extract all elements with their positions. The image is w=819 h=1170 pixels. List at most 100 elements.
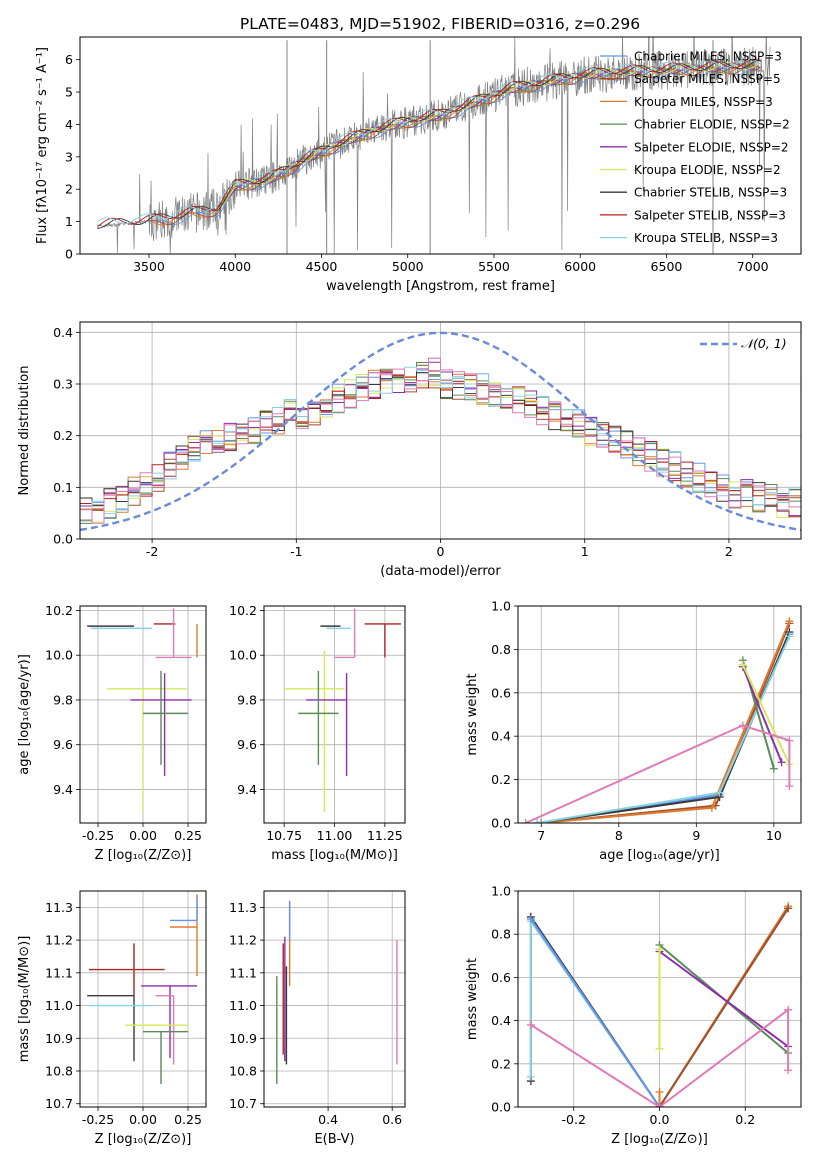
y-tick-label: 10.2 <box>229 603 257 618</box>
plot-area <box>87 608 198 812</box>
y-tick-label: 3 <box>65 149 73 164</box>
y-tick-label: 10.0 <box>229 648 257 663</box>
y-tick-label: 9.8 <box>53 692 73 707</box>
x-tick-label: -1 <box>290 544 302 559</box>
y-axis-label: Flux [fλ10⁻¹⁷ erg cm⁻² s⁻¹ A⁻¹] <box>35 47 50 244</box>
panel-age_vs_mass: 10.75 11.00 11.25 9.4 9.6 9.8 10.0 10.2 mass [lo… <box>229 603 406 863</box>
weight-marker-chabrier_elodie <box>769 764 778 773</box>
model-spectrum-kroupa_elodie <box>217 62 761 210</box>
y-axis-label: mass weight <box>465 673 480 755</box>
y-tick-label: 0.4 <box>53 325 73 340</box>
y-tick-label: 1.0 <box>491 884 511 899</box>
weight-line-kroupa_stelib <box>537 635 791 823</box>
x-tick-label: 4500 <box>306 259 338 274</box>
axes-frame <box>79 605 207 824</box>
weight-marker-kroupa_miles <box>655 1087 664 1096</box>
y-tick-label: 0.2 <box>491 1056 511 1071</box>
weight-marker-pink <box>785 736 794 745</box>
y-tick-label: 10.9 <box>45 1031 73 1046</box>
weight-marker-kroupa_stelib <box>715 788 724 797</box>
weight-line-kroupa_elodie <box>741 664 791 765</box>
axes-frame <box>79 890 207 1108</box>
y-tick-label: 5 <box>65 85 73 100</box>
model-spectrum-salpeter_elodie <box>217 62 761 207</box>
panels: 3500 4000 4500 5000 5500 6000 6500 7000 0 1 2 3 4 5 6 w… <box>17 36 802 1147</box>
y-tick-label: 2 <box>65 182 73 197</box>
y-tick-label: 0.6 <box>491 970 511 985</box>
y-axis-label: age [log₁₀(age/yr)] <box>17 654 32 775</box>
model-spectrum-chabrier_miles <box>148 65 761 225</box>
x-tick-label: 11.25 <box>367 828 403 843</box>
plot-area <box>80 331 801 532</box>
y-tick-label: 10.7 <box>45 1096 73 1111</box>
panel-mass_vs_EBV: 0.4 0.6 10.7 10.8 10.9 11.0 11.1 11.2 11.3 E(B-V) <box>229 890 406 1147</box>
y-tick-label: 10.9 <box>229 1031 257 1046</box>
weight-marker-pink <box>521 819 530 823</box>
plot-area <box>96 37 771 254</box>
plot-area <box>276 900 398 1085</box>
weight-marker-kroupa_elodie <box>738 660 747 669</box>
x-tick-label: 9 <box>692 828 700 843</box>
x-axis-label: Z [log₁₀(Z/Z⊙)] <box>95 848 192 863</box>
y-tick-label: 0.2 <box>491 772 511 787</box>
y-tick-label: 0.0 <box>53 532 73 547</box>
axes-frame <box>263 890 406 1108</box>
weight-marker-pink <box>655 1103 664 1107</box>
y-tick-label: 9.6 <box>53 737 73 752</box>
plot-area <box>284 608 401 812</box>
y-tick-label: 11.1 <box>229 965 257 980</box>
y-tick-label: 0.2 <box>53 428 73 443</box>
model-spectrum-kroupa_stelib <box>96 58 762 225</box>
axes-frame <box>79 321 802 540</box>
legend-label-kroupa_stelib: Kroupa STELIB, NSSP=3 <box>634 231 778 245</box>
x-tick-label: 2 <box>725 544 733 559</box>
y-tick-label: 0.4 <box>491 1013 511 1028</box>
weight-marker-kroupa_miles <box>537 819 546 823</box>
plot-area <box>87 894 198 1085</box>
x-tick-label: 5500 <box>478 259 510 274</box>
weight-marker-pink <box>526 1020 535 1029</box>
y-tick-label: 10.8 <box>45 1064 73 1079</box>
model-spectrum-chabrier_stelib <box>97 59 762 229</box>
legend-label-kroupa_miles: Kroupa MILES, NSSP=3 <box>634 95 773 109</box>
y-tick-label: 10.8 <box>229 1064 257 1079</box>
x-tick-label: 7000 <box>737 259 769 274</box>
y-tick-label: 11.0 <box>229 998 257 1013</box>
y-tick-label: 11.0 <box>45 998 73 1013</box>
panel-residuals: -2 -1 0 1 2 0.0 0.1 0.2 0.3 0.4 (data-model)/error… <box>17 321 802 579</box>
y-tick-label: 11.2 <box>45 933 73 948</box>
x-tick-label: 6000 <box>564 259 596 274</box>
x-tick-label: 0.4 <box>318 1112 338 1127</box>
weight-marker-kroupa_stelib <box>533 819 542 823</box>
y-tick-label: 1.0 <box>491 599 511 614</box>
x-tick-label: -2 <box>146 544 158 559</box>
y-tick-label: 0.6 <box>491 685 511 700</box>
y-tick-label: 10.2 <box>45 603 73 618</box>
x-axis-label: (data-model)/error <box>380 564 501 579</box>
legend-label-chabrier_miles: Chabrier MILES, NSSP=3 <box>634 50 782 64</box>
x-tick-label: 5000 <box>392 259 424 274</box>
x-axis-label: E(B-V) <box>314 1132 354 1147</box>
y-tick-label: 9.4 <box>53 782 73 797</box>
weight-marker-pink <box>738 721 747 730</box>
y-axis-label: Normed distribution <box>17 366 32 496</box>
y-axis-label: mass weight <box>465 958 480 1040</box>
weight-line-salpeter_miles <box>658 907 789 1107</box>
weight-marker-kroupa_elodie <box>655 1044 664 1053</box>
legend-label-kroupa_elodie: Kroupa ELODIE, NSSP=2 <box>634 163 781 177</box>
panel-mass_vs_Z: -0.25 0.00 0.25 10.7 10.8 10.9 11.0 11.1 11.2 11.… <box>17 890 207 1147</box>
x-tick-label: 0.00 <box>129 828 157 843</box>
x-tick-label: 0.6 <box>382 1112 402 1127</box>
y-tick-label: 0.4 <box>491 729 511 744</box>
panel-spectrum: 3500 4000 4500 5000 5500 6000 6500 7000 0 1 2 3 4 5 6 w… <box>35 36 802 294</box>
y-tick-label: 6 <box>65 52 73 67</box>
x-axis-label: Z [log₁₀(Z/Z⊙)] <box>611 1132 708 1147</box>
x-tick-label: 8 <box>615 828 623 843</box>
weight-line-chabrier_miles <box>530 918 661 1107</box>
panel-age_vs_Z: -0.25 0.00 0.25 9.4 9.6 9.8 10.0 10.2 Z [log₁₀(Z… <box>17 603 207 863</box>
plot-area <box>521 617 794 823</box>
normal-curve <box>80 331 801 532</box>
model-spectrum-salpeter_miles <box>148 64 761 226</box>
x-tick-label: 1 <box>581 544 589 559</box>
weight-marker-pink <box>784 1066 793 1075</box>
